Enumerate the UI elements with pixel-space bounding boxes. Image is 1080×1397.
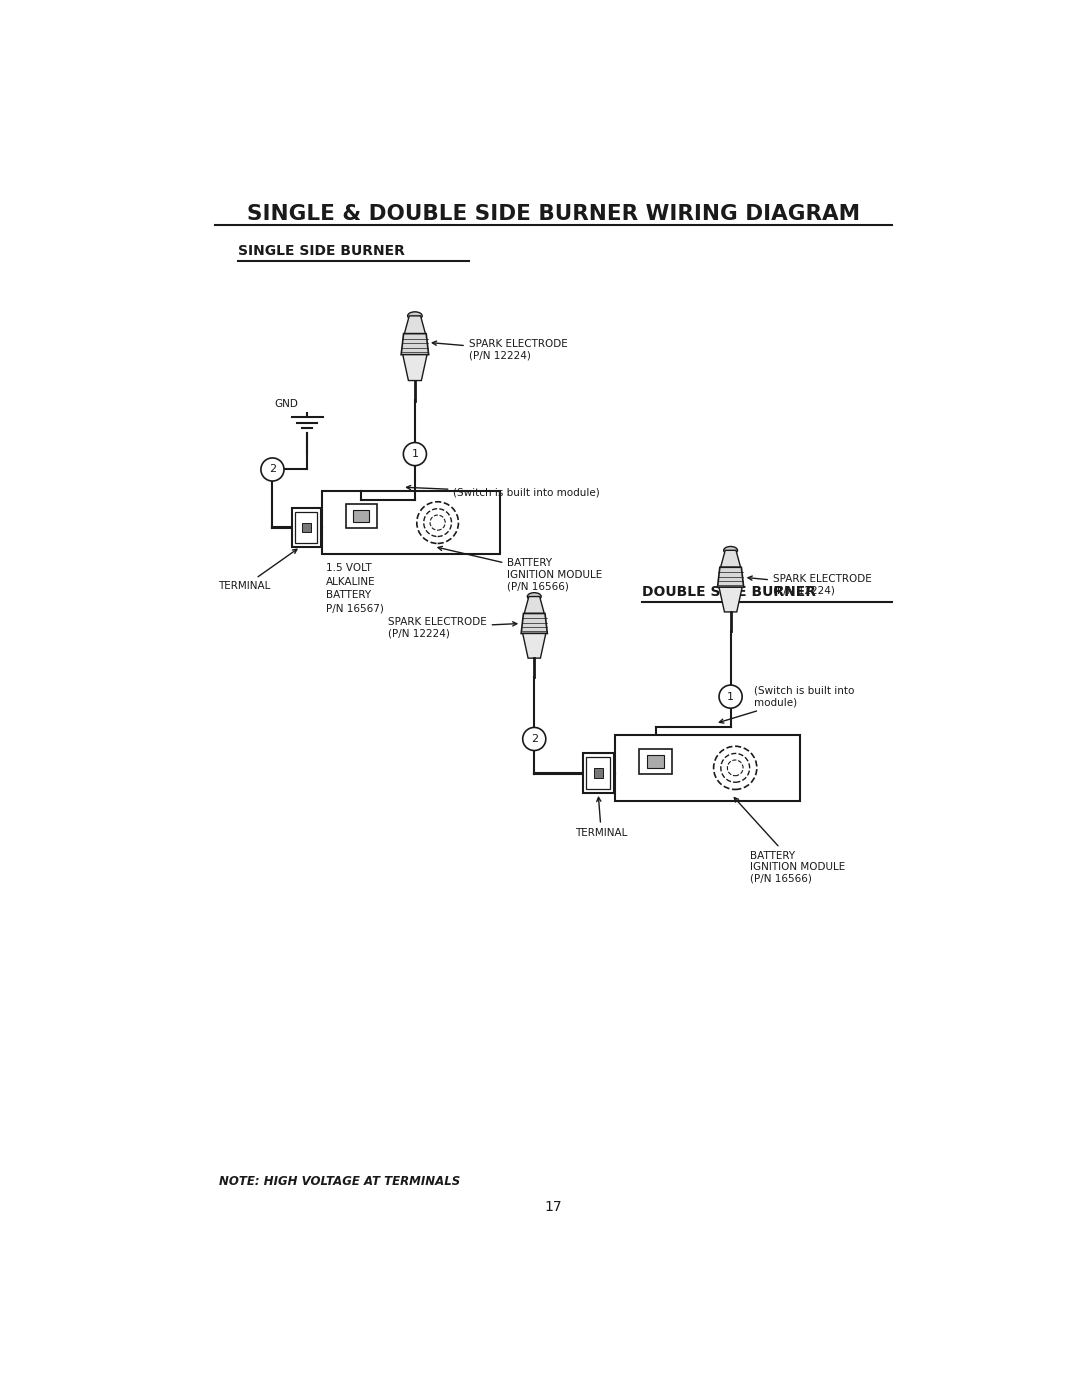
Bar: [647, 756, 664, 767]
Text: 1: 1: [411, 448, 418, 460]
Text: SINGLE SIDE BURNER: SINGLE SIDE BURNER: [238, 244, 405, 258]
Polygon shape: [523, 633, 545, 658]
Text: 1.5 VOLT
ALKALINE
BATTERY
P/N 16567): 1.5 VOLT ALKALINE BATTERY P/N 16567): [326, 563, 384, 613]
Bar: [292, 509, 321, 546]
Text: 2: 2: [269, 464, 276, 475]
Text: DOUBLE SIDE BURNER: DOUBLE SIDE BURNER: [642, 585, 816, 599]
Text: SPARK ELECTRODE
(P/N 12224): SPARK ELECTRODE (P/N 12224): [432, 339, 568, 360]
Ellipse shape: [527, 592, 541, 601]
Circle shape: [523, 728, 545, 750]
Bar: [639, 749, 673, 774]
Circle shape: [403, 443, 427, 465]
Bar: [346, 504, 377, 528]
Polygon shape: [719, 587, 742, 612]
Circle shape: [261, 458, 284, 481]
Text: 17: 17: [544, 1200, 563, 1214]
Ellipse shape: [724, 546, 738, 555]
Text: NOTE: HIGH VOLTAGE AT TERMINALS: NOTE: HIGH VOLTAGE AT TERMINALS: [218, 1175, 460, 1187]
Text: SPARK ELECTRODE
(P/N 12224): SPARK ELECTRODE (P/N 12224): [748, 574, 872, 595]
Polygon shape: [404, 316, 426, 334]
Text: BATTERY
IGNITION MODULE
(P/N 16566): BATTERY IGNITION MODULE (P/N 16566): [438, 546, 603, 591]
Text: 2: 2: [530, 733, 538, 745]
Bar: [616, 735, 800, 800]
Text: SPARK ELECTRODE
(P/N 12224): SPARK ELECTRODE (P/N 12224): [388, 616, 517, 638]
Text: SINGLE & DOUBLE SIDE BURNER WIRING DIAGRAM: SINGLE & DOUBLE SIDE BURNER WIRING DIAGR…: [247, 204, 860, 224]
Ellipse shape: [407, 312, 422, 320]
Text: GND: GND: [274, 398, 298, 409]
Bar: [586, 757, 610, 789]
Polygon shape: [403, 355, 427, 380]
Polygon shape: [717, 567, 744, 587]
Polygon shape: [522, 613, 548, 633]
Polygon shape: [401, 334, 429, 355]
Bar: [594, 768, 603, 778]
Text: BATTERY
IGNITION MODULE
(P/N 16566): BATTERY IGNITION MODULE (P/N 16566): [734, 798, 845, 884]
Text: (Switch is built into
module): (Switch is built into module): [719, 686, 854, 724]
Circle shape: [719, 685, 742, 708]
Bar: [323, 490, 500, 555]
Bar: [295, 511, 318, 543]
Bar: [353, 510, 369, 522]
Bar: [302, 522, 311, 532]
Text: TERMINAL: TERMINAL: [218, 549, 297, 591]
Bar: [583, 753, 613, 793]
Text: TERMINAL: TERMINAL: [575, 798, 627, 838]
Text: 1: 1: [727, 692, 734, 701]
Text: (Switch is built into module): (Switch is built into module): [406, 486, 600, 497]
Polygon shape: [524, 597, 544, 613]
Polygon shape: [720, 550, 741, 567]
